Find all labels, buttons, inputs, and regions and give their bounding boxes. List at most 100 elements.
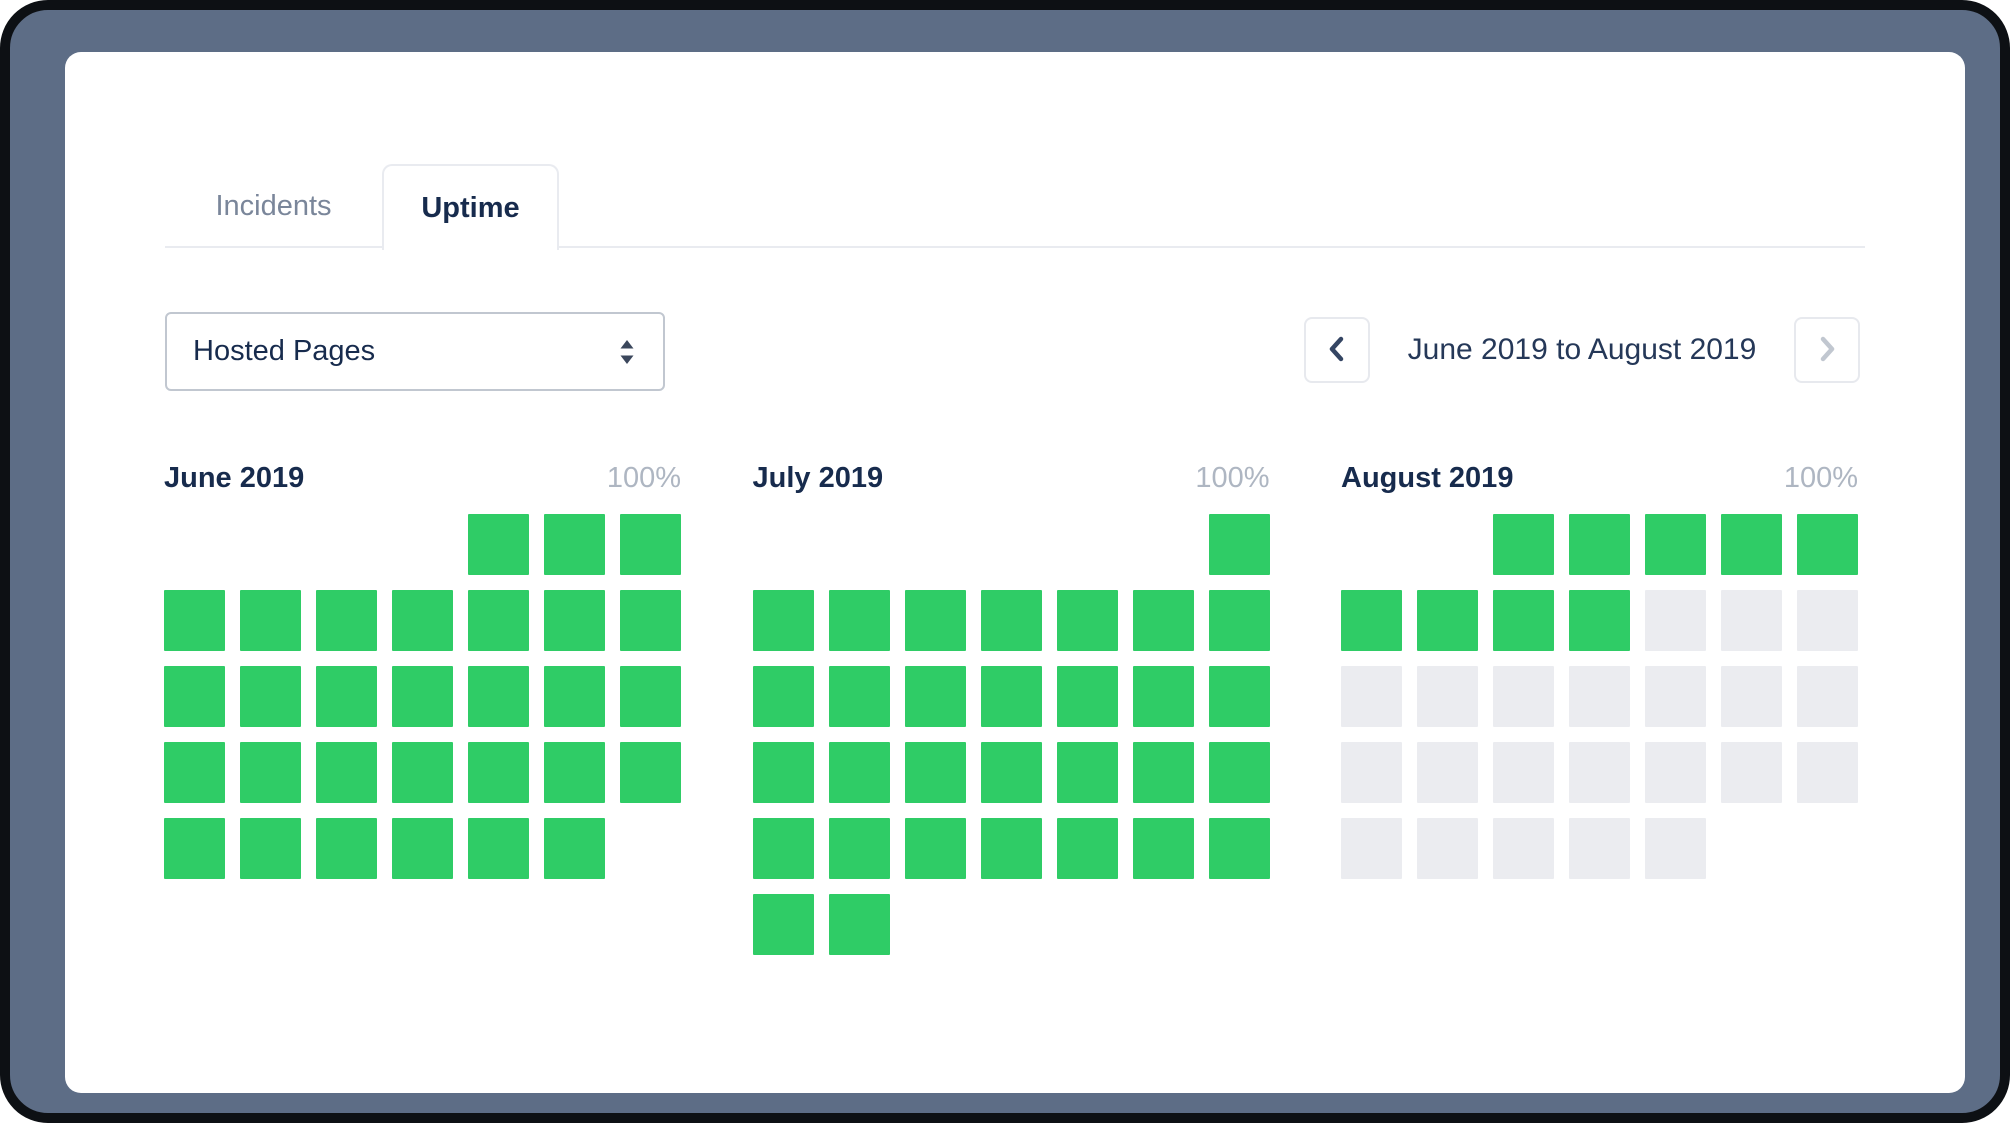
uptime-day-up[interactable] bbox=[468, 666, 529, 727]
uptime-day-up[interactable] bbox=[620, 742, 681, 803]
uptime-day-up[interactable] bbox=[620, 590, 681, 651]
uptime-day-empty bbox=[1209, 894, 1270, 955]
next-range-button[interactable] bbox=[1793, 317, 1860, 383]
uptime-day-up[interactable] bbox=[1132, 590, 1194, 651]
uptime-day-empty bbox=[240, 514, 301, 575]
uptime-day-up[interactable] bbox=[240, 590, 301, 651]
uptime-day-future[interactable] bbox=[1797, 666, 1858, 727]
tab-incidents[interactable]: Incidents bbox=[165, 164, 382, 248]
uptime-day-up[interactable] bbox=[468, 590, 529, 651]
uptime-day-up[interactable] bbox=[164, 818, 225, 879]
uptime-day-future[interactable] bbox=[1721, 742, 1782, 803]
uptime-day-up[interactable] bbox=[468, 818, 529, 879]
uptime-day-up[interactable] bbox=[1056, 742, 1118, 803]
uptime-day-up[interactable] bbox=[1493, 514, 1554, 575]
uptime-day-up[interactable] bbox=[1797, 514, 1858, 575]
uptime-day-up[interactable] bbox=[1493, 590, 1554, 651]
uptime-day-up[interactable] bbox=[828, 894, 890, 955]
uptime-day-up[interactable] bbox=[1645, 514, 1706, 575]
uptime-day-up[interactable] bbox=[544, 514, 605, 575]
uptime-day-future[interactable] bbox=[1721, 666, 1782, 727]
uptime-day-future[interactable] bbox=[1645, 590, 1706, 651]
uptime-day-up[interactable] bbox=[980, 666, 1042, 727]
uptime-day-up[interactable] bbox=[904, 666, 966, 727]
uptime-day-future[interactable] bbox=[1493, 742, 1554, 803]
uptime-day-up[interactable] bbox=[828, 742, 890, 803]
uptime-day-future[interactable] bbox=[1341, 666, 1402, 727]
uptime-day-future[interactable] bbox=[1645, 742, 1706, 803]
uptime-day-up[interactable] bbox=[1208, 590, 1270, 651]
uptime-day-up[interactable] bbox=[1208, 666, 1270, 727]
uptime-day-up[interactable] bbox=[1721, 514, 1782, 575]
uptime-day-future[interactable] bbox=[1341, 818, 1402, 879]
uptime-day-up[interactable] bbox=[468, 514, 529, 575]
uptime-day-up[interactable] bbox=[828, 666, 890, 727]
uptime-day-up[interactable] bbox=[544, 590, 605, 651]
uptime-day-up[interactable] bbox=[392, 666, 453, 727]
uptime-day-up[interactable] bbox=[904, 818, 966, 879]
uptime-day-up[interactable] bbox=[544, 818, 605, 879]
uptime-day-up[interactable] bbox=[620, 514, 681, 575]
uptime-day-up[interactable] bbox=[468, 742, 529, 803]
uptime-day-future[interactable] bbox=[1645, 818, 1706, 879]
uptime-day-up[interactable] bbox=[1056, 818, 1118, 879]
uptime-day-up[interactable] bbox=[752, 590, 814, 651]
uptime-day-up[interactable] bbox=[392, 818, 453, 879]
uptime-day-up[interactable] bbox=[1132, 742, 1194, 803]
uptime-day-future[interactable] bbox=[1493, 666, 1554, 727]
uptime-day-up[interactable] bbox=[1569, 514, 1630, 575]
uptime-day-up[interactable] bbox=[1208, 742, 1270, 803]
uptime-day-up[interactable] bbox=[980, 742, 1042, 803]
uptime-day-up[interactable] bbox=[544, 742, 605, 803]
uptime-day-up[interactable] bbox=[316, 666, 377, 727]
uptime-day-future[interactable] bbox=[1417, 742, 1478, 803]
uptime-day-future[interactable] bbox=[1341, 742, 1402, 803]
uptime-day-future[interactable] bbox=[1493, 818, 1554, 879]
uptime-day-up[interactable] bbox=[620, 666, 681, 727]
uptime-day-future[interactable] bbox=[1569, 818, 1630, 879]
uptime-day-up[interactable] bbox=[980, 590, 1042, 651]
uptime-day-up[interactable] bbox=[392, 742, 453, 803]
uptime-day-future[interactable] bbox=[1569, 666, 1630, 727]
uptime-day-up[interactable] bbox=[1208, 818, 1270, 879]
uptime-day-up[interactable] bbox=[240, 818, 301, 879]
uptime-day-up[interactable] bbox=[1341, 590, 1402, 651]
uptime-day-up[interactable] bbox=[240, 742, 301, 803]
page-select[interactable]: Hosted Pages bbox=[165, 312, 665, 391]
uptime-day-up[interactable] bbox=[1132, 818, 1194, 879]
uptime-day-up[interactable] bbox=[316, 590, 377, 651]
uptime-day-up[interactable] bbox=[752, 818, 814, 879]
uptime-day-future[interactable] bbox=[1797, 742, 1858, 803]
uptime-day-up[interactable] bbox=[316, 818, 377, 879]
uptime-day-up[interactable] bbox=[240, 666, 301, 727]
uptime-day-up[interactable] bbox=[164, 742, 225, 803]
uptime-day-up[interactable] bbox=[980, 818, 1042, 879]
uptime-day-up[interactable] bbox=[544, 666, 605, 727]
uptime-day-up[interactable] bbox=[752, 666, 814, 727]
uptime-day-future[interactable] bbox=[1721, 590, 1782, 651]
uptime-day-up[interactable] bbox=[904, 742, 966, 803]
uptime-day-up[interactable] bbox=[1132, 666, 1194, 727]
uptime-day-up[interactable] bbox=[164, 590, 225, 651]
uptime-day-up[interactable] bbox=[1056, 666, 1118, 727]
uptime-day-up[interactable] bbox=[1208, 514, 1270, 575]
uptime-day-up[interactable] bbox=[752, 742, 814, 803]
uptime-day-future[interactable] bbox=[1417, 666, 1478, 727]
uptime-day-up[interactable] bbox=[904, 590, 966, 651]
uptime-day-up[interactable] bbox=[1056, 590, 1118, 651]
uptime-day-up[interactable] bbox=[316, 742, 377, 803]
uptime-day-up[interactable] bbox=[828, 818, 890, 879]
uptime-day-future[interactable] bbox=[1645, 666, 1706, 727]
uptime-day-up[interactable] bbox=[752, 894, 814, 955]
tab-uptime[interactable]: Uptime bbox=[382, 164, 559, 250]
uptime-day-future[interactable] bbox=[1417, 818, 1478, 879]
uptime-day-up[interactable] bbox=[1417, 590, 1478, 651]
prev-range-button[interactable] bbox=[1304, 317, 1370, 383]
uptime-day-future[interactable] bbox=[1569, 742, 1630, 803]
uptime-grid bbox=[752, 514, 1270, 955]
uptime-day-up[interactable] bbox=[392, 590, 453, 651]
uptime-day-up[interactable] bbox=[1569, 590, 1630, 651]
uptime-day-future[interactable] bbox=[1797, 590, 1858, 651]
uptime-day-up[interactable] bbox=[164, 666, 225, 727]
uptime-day-up[interactable] bbox=[828, 590, 890, 651]
